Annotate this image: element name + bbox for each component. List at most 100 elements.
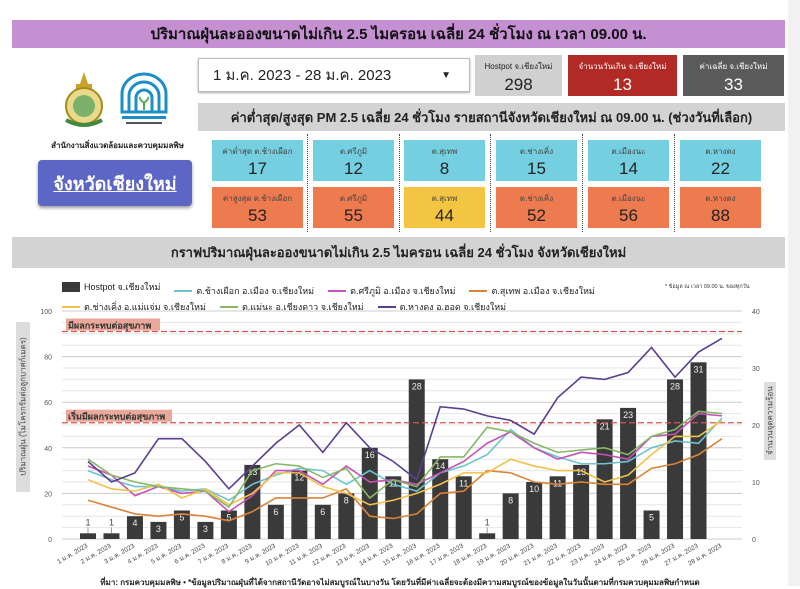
series-line — [87, 438, 723, 522]
stat-value: 298 — [504, 75, 533, 94]
bar-data-label: 21 — [600, 421, 610, 431]
legend-item: ต.สุเทพ อ.เมือง จ.เชียงใหม่ — [469, 284, 595, 298]
hotspot-bar — [267, 504, 284, 539]
organization-name: สำนักงานสิ่งแวดล้อมและควบคุมมลพิษ — [51, 141, 184, 150]
station-label: ต.สุเทพ — [431, 147, 458, 156]
pollution-control-department-logo — [120, 72, 168, 124]
provincial-seal-logo — [65, 72, 103, 127]
station-value: 15 — [527, 159, 546, 178]
bar-data-label: 13 — [576, 467, 586, 477]
bar-data-label: 8 — [508, 495, 513, 505]
bar-data-label: 28 — [670, 381, 680, 391]
stat-label: Hostpot จ.เชียงใหม่ — [484, 62, 553, 71]
hotspot-bar — [432, 459, 449, 539]
y2-tick-label: 40 — [752, 309, 760, 316]
stat-box: จำนวนวันเกิน จ.เชียงใหม่ 13 — [568, 55, 677, 96]
hotspot-bar — [220, 510, 237, 539]
hotspot-bar — [667, 379, 684, 539]
station-value: 8 — [439, 159, 450, 178]
footer-source: ที่มา: กรมควบคุมมลพิษ • *ข้อมูลปริมาณฝุ่… — [100, 578, 700, 587]
threshold-label-bg — [66, 318, 160, 331]
station-value: 52 — [527, 206, 546, 225]
station-value: 56 — [619, 206, 638, 225]
hotspot-bar — [103, 533, 120, 539]
stat-label: ค่าเฉลี่ย จ.เชียงใหม่ — [699, 62, 768, 71]
bar-data-label: 16 — [365, 450, 375, 460]
hotspot-bar — [408, 379, 425, 539]
hotspot-bar — [690, 362, 707, 539]
min-station-card: ค่าต่ำสุด ต.ช้างเผือก 17 — [212, 140, 303, 181]
stat-box: ค่าเฉลี่ย จ.เชียงใหม่ 33 — [683, 55, 784, 96]
station-label: ต.ศรีภูมิ — [339, 147, 368, 156]
legend-item: ต.แม่นะ อ.เชียงดาว จ.เชียงใหม่ — [219, 300, 364, 314]
column-divider — [490, 134, 491, 232]
series-line — [87, 419, 723, 506]
y-tick-label: 40 — [44, 446, 52, 453]
hotspot-bar — [197, 521, 214, 539]
bar-data-label: 5 — [649, 513, 654, 523]
threshold-label-bg — [66, 409, 172, 422]
station-label: ต.เมืองนะ — [611, 147, 646, 156]
hotspot-bar — [126, 516, 143, 539]
series-line — [87, 337, 723, 491]
bar-data-label: 10 — [529, 484, 539, 494]
station-value: 22 — [711, 159, 730, 178]
bar-data-label: 3 — [203, 524, 208, 534]
station-value: 14 — [619, 159, 638, 178]
bar-data-label: 1 — [485, 517, 490, 527]
max-station-card: ต.สุเทพ 44 — [404, 187, 485, 228]
station-label: ต.ช่างเคิ่ง — [519, 194, 554, 203]
min-station-card: ต.เมืองนะ 14 — [588, 140, 669, 181]
hotspot-bar — [479, 533, 496, 539]
station-label: ต.หางดง — [705, 194, 736, 203]
bar-data-label: 3 — [156, 524, 161, 534]
legend-item: ต.หางดง อ.ฮอด จ.เชียงใหม่ — [377, 300, 506, 314]
column-divider — [674, 134, 675, 232]
hotspot-bar — [502, 493, 519, 539]
bar-data-label: 12 — [294, 473, 304, 483]
bar-data-label: 6 — [320, 507, 325, 517]
bar-data-label: 11 — [459, 478, 468, 488]
bar-data-label: 1 — [109, 517, 114, 527]
province-button[interactable]: จังหวัดเชียงใหม่ — [38, 160, 192, 206]
station-value: 17 — [248, 159, 267, 178]
caret-down-icon: ▼ — [441, 69, 451, 81]
bar-data-label: 31 — [694, 364, 704, 374]
legend-item: Hostpot จ.เชียงใหม่ — [62, 280, 160, 294]
y2-tick-label: 20 — [752, 423, 760, 430]
station-value: 12 — [344, 159, 363, 178]
station-label: ต.เมืองนะ — [611, 194, 646, 203]
hotspot-bar — [314, 504, 331, 539]
y-tick-label: 20 — [44, 491, 52, 498]
min-station-card: ต.ช่างเคิ่ง 15 — [496, 140, 577, 181]
page-title: ปริมาณฝุ่นละอองขนาดไม่เกิน 2.5 ไมครอน เฉ… — [12, 20, 785, 48]
y2-tick-label: 0 — [752, 537, 756, 544]
date-range-picker[interactable]: 1 ม.ค. 2023 - 28 ม.ค. 2023 ▼ — [198, 58, 470, 92]
threshold-label: มีผลกระทบต่อสุขภาพ — [68, 321, 151, 332]
y2-tick-label: 30 — [752, 366, 760, 373]
bar-data-label: 28 — [412, 381, 422, 391]
hotspot-bar — [291, 470, 308, 539]
legend-item: ต.ศรีภูมิ อ.เมือง จ.เชียงใหม่ — [328, 284, 455, 298]
hotspot-bar — [385, 476, 402, 539]
column-divider — [307, 134, 308, 232]
scrollbar[interactable] — [788, 0, 800, 586]
stat-value: 33 — [724, 75, 743, 94]
hotspot-bar — [338, 493, 355, 539]
station-value: 53 — [248, 206, 267, 225]
station-label: ค่าต่ำสุด ต.ช้างเผือก — [222, 147, 293, 156]
chart-header: กราฟปริมาณฝุ่นละอองขนาดไม่เกิน 2.5 ไมครอ… — [12, 237, 785, 268]
bar-data-label: 4 — [132, 518, 137, 528]
min-station-card: ต.สุเทพ 8 — [404, 140, 485, 181]
bar-data-label: 14 — [435, 461, 445, 471]
y-tick-label: 0 — [48, 537, 52, 544]
series-line — [87, 410, 723, 509]
hotspot-bar — [573, 464, 590, 539]
date-range-value: 1 ม.ค. 2023 - 28 ม.ค. 2023 — [213, 67, 392, 84]
station-label: ต.ช่างเคิ่ง — [519, 147, 554, 156]
threshold-label: เริ่มมีผลกระทบต่อสุขภาพ — [68, 410, 165, 423]
station-label: ค่าสูงสุด ต.ช้างเผือก — [222, 194, 293, 203]
hotspot-bar — [150, 521, 167, 539]
station-value: 88 — [711, 206, 730, 225]
bar-data-label: 11 — [389, 478, 398, 488]
